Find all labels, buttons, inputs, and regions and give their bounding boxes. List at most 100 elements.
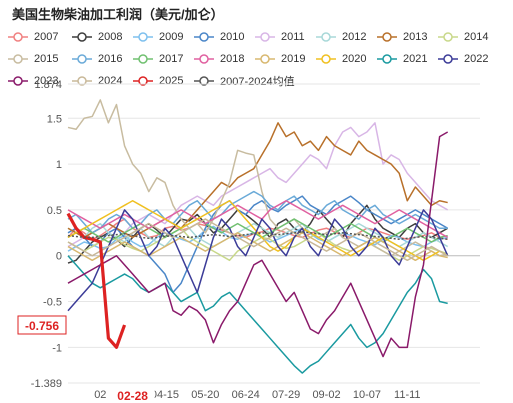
legend-marker-dot: [13, 32, 23, 42]
legend-item[interactable]: 2011: [255, 28, 305, 46]
legend-item[interactable]: 2012: [316, 28, 366, 46]
legend-label: 2020: [342, 53, 367, 65]
legend-label: 2023: [34, 75, 59, 87]
legend-label: 2008: [98, 31, 123, 43]
series-line-2022: [67, 209, 449, 312]
series-line-2015: [67, 99, 448, 257]
current-value-label: -0.756: [25, 319, 59, 333]
legend-marker: [194, 54, 214, 64]
x-tick-label: 06-24: [232, 389, 260, 401]
series-line-2008: [67, 204, 449, 264]
legend-marker-dot: [382, 54, 392, 64]
legend-marker: [438, 54, 458, 64]
legend-marker-dot: [382, 32, 392, 42]
x-tick-label: 10-07: [353, 389, 381, 401]
legend-marker: [8, 54, 28, 64]
legend-item[interactable]: 2007-2024均值: [194, 72, 295, 90]
legend-marker: [255, 54, 275, 64]
y-tick-label: -1: [52, 342, 62, 354]
legend-marker: [438, 32, 458, 42]
legend-label: 2013: [403, 31, 428, 43]
legend-marker: [133, 76, 153, 86]
legend-label: 2010: [220, 31, 245, 43]
legend-marker-dot: [199, 54, 209, 64]
legend-item[interactable]: 2009: [133, 28, 183, 46]
legend-label: 2022: [464, 53, 489, 65]
legend-label: 2018: [220, 53, 245, 65]
y-tick-label: -0.5: [43, 297, 62, 309]
y-tick-label: 1: [56, 159, 62, 171]
legend-marker: [377, 54, 397, 64]
legend-item[interactable]: 2015: [8, 50, 58, 68]
legend-item[interactable]: 2020: [316, 50, 366, 68]
series-line-2016: [67, 190, 448, 234]
legend-marker: [316, 32, 336, 42]
series-line-2020: [67, 199, 449, 262]
legend-marker-dot: [77, 32, 87, 42]
legend-item[interactable]: 2018: [194, 50, 244, 68]
legend-label: 2007: [34, 31, 59, 43]
y-tick-label: 0: [56, 251, 62, 263]
legend-marker-dot: [321, 54, 331, 64]
legend-marker-dot: [138, 32, 148, 42]
legend-marker: [72, 54, 92, 64]
legend-marker-dot: [260, 54, 270, 64]
legend-marker-dot: [443, 32, 453, 42]
legend-label: 2007-2024均值: [220, 76, 295, 88]
series-line-2021: [67, 255, 448, 374]
legend-marker: [133, 54, 153, 64]
legend-label: 2019: [281, 53, 306, 65]
legend-marker: [255, 32, 275, 42]
x-tick-label: 05-20: [191, 389, 219, 401]
legend-marker-dot: [13, 76, 23, 86]
legend-marker: [194, 76, 214, 86]
legend-item[interactable]: 2023: [8, 72, 58, 90]
legend-item[interactable]: 2010: [194, 28, 244, 46]
legend-item[interactable]: 2021: [377, 50, 427, 68]
series-line-2025: [66, 212, 127, 349]
legend-marker-dot: [13, 54, 23, 64]
series-line-2023: [67, 131, 449, 358]
x-tick-label: 02: [94, 389, 106, 401]
legend-marker: [72, 32, 92, 42]
x-tick-label: 07-29: [272, 389, 300, 401]
series-line-2013: [67, 122, 448, 239]
legend-item[interactable]: 2008: [72, 28, 122, 46]
legend-marker: [8, 32, 28, 42]
legend-label: 2011: [281, 31, 305, 43]
legend-item[interactable]: 2014: [438, 28, 488, 46]
x-tick-label: 04-15: [151, 389, 179, 401]
legend-marker-dot: [138, 76, 148, 86]
legend-item[interactable]: 2013: [377, 28, 427, 46]
chart-title: 美国生物柴油加工利润（美元/加仑）: [12, 7, 224, 22]
current-value-badge: [17, 315, 67, 335]
legend-label: 2015: [34, 53, 59, 65]
legend-marker: [377, 32, 397, 42]
legend-marker: [72, 76, 92, 86]
x-tick-label: 09-02: [312, 389, 340, 401]
legend-label: 2014: [464, 31, 489, 43]
legend-item[interactable]: 2022: [438, 50, 488, 68]
series-line-2024: [67, 218, 449, 262]
legend-marker-dot: [138, 54, 148, 64]
y-tick-label: -1.389: [31, 378, 62, 390]
current-date-badge: [110, 387, 155, 403]
legend-label: 2009: [159, 31, 184, 43]
legend-item[interactable]: 2017: [133, 50, 183, 68]
legend-item[interactable]: 2019: [255, 50, 305, 68]
legend-item[interactable]: 2016: [72, 50, 122, 68]
current-date-label: 02-28: [117, 389, 148, 403]
legend-label: 2012: [342, 31, 367, 43]
y-tick-label: 0.5: [47, 205, 62, 217]
legend-marker: [8, 76, 28, 86]
legend-label: 2021: [403, 53, 428, 65]
legend-marker: [194, 32, 214, 42]
legend-marker-dot: [77, 76, 87, 86]
y-tick-label: 1.874: [34, 79, 62, 91]
y-tick-label: 1.5: [47, 113, 62, 125]
legend-item[interactable]: 2007: [8, 28, 58, 46]
legend-marker-dot: [199, 32, 209, 42]
legend-marker: [133, 32, 153, 42]
legend-marker-dot: [77, 54, 87, 64]
